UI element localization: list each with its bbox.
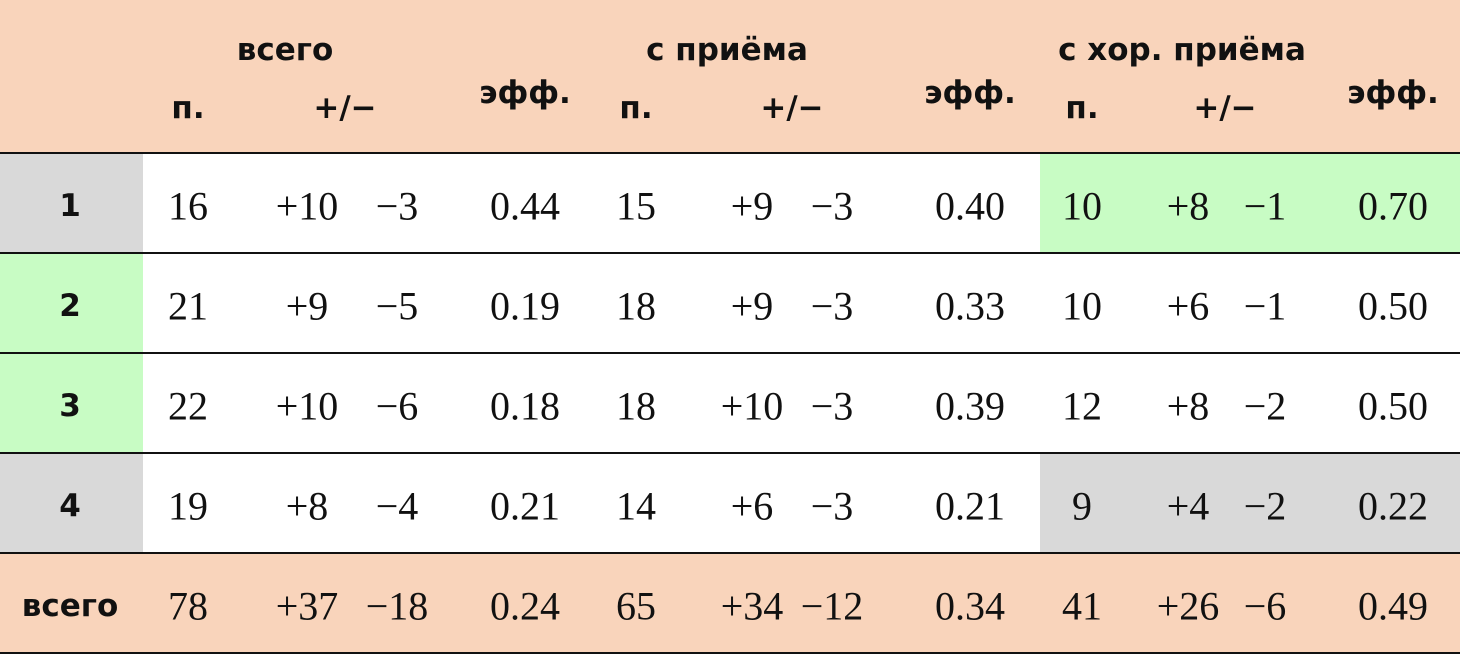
- minus: −6: [375, 383, 419, 429]
- plus: +9: [730, 283, 774, 329]
- count: 21: [168, 283, 208, 329]
- plus: +6: [1166, 283, 1210, 329]
- sub-header: эфф.: [479, 75, 571, 111]
- plus: +37: [275, 583, 339, 629]
- minus: −4: [375, 483, 419, 529]
- sub-header: п.: [1065, 90, 1099, 126]
- efficiency: 0.50: [1358, 283, 1428, 329]
- sub-header: эфф.: [924, 75, 1016, 111]
- rule: [0, 652, 1460, 654]
- minus: −2: [1243, 483, 1287, 529]
- rule: [0, 152, 1460, 154]
- count: 10: [1062, 283, 1102, 329]
- efficiency: 0.44: [490, 183, 560, 229]
- sub-header: +/−: [313, 90, 377, 126]
- efficiency: 0.22: [1358, 483, 1428, 529]
- count: 9: [1072, 483, 1092, 529]
- sub-header: +/−: [1193, 90, 1257, 126]
- minus: −3: [810, 483, 854, 529]
- rule: [0, 452, 1460, 454]
- efficiency: 0.24: [490, 583, 560, 629]
- sub-header: п.: [619, 90, 653, 126]
- group-header: с хор. приёма: [1058, 32, 1306, 68]
- minus: −2: [1243, 383, 1287, 429]
- count: 65: [616, 583, 656, 629]
- count: 10: [1062, 183, 1102, 229]
- minus: −3: [375, 183, 419, 229]
- minus: −1: [1243, 283, 1287, 329]
- count: 15: [616, 183, 656, 229]
- minus: −6: [1243, 583, 1287, 629]
- efficiency: 0.49: [1358, 583, 1428, 629]
- minus: −1: [1243, 183, 1287, 229]
- rule: [0, 252, 1460, 254]
- cell-bg: [1040, 453, 1460, 553]
- plus: +34: [720, 583, 784, 629]
- minus: −12: [800, 583, 864, 629]
- cell-bg: [1040, 153, 1460, 253]
- plus: +10: [275, 183, 339, 229]
- count: 14: [616, 483, 656, 529]
- plus: +8: [285, 483, 329, 529]
- minus: −3: [810, 383, 854, 429]
- row-label: 2: [59, 288, 81, 324]
- efficiency: 0.70: [1358, 183, 1428, 229]
- cell-bg: [0, 153, 143, 253]
- count: 22: [168, 383, 208, 429]
- efficiency: 0.39: [935, 383, 1005, 429]
- plus: +9: [730, 183, 774, 229]
- sub-header: п.: [171, 90, 205, 126]
- minus: −5: [375, 283, 419, 329]
- efficiency: 0.19: [490, 283, 560, 329]
- count: 78: [168, 583, 208, 629]
- plus: +4: [1166, 483, 1210, 529]
- total-band: [0, 553, 1460, 654]
- efficiency: 0.21: [935, 483, 1005, 529]
- row-label: 1: [59, 188, 81, 224]
- minus: −3: [810, 183, 854, 229]
- efficiency: 0.40: [935, 183, 1005, 229]
- minus: −18: [365, 583, 429, 629]
- group-header: всего: [236, 32, 334, 68]
- count: 41: [1062, 583, 1102, 629]
- count: 16: [168, 183, 208, 229]
- row-label: всего: [21, 588, 119, 624]
- minus: −3: [810, 283, 854, 329]
- cell-bg: [0, 253, 143, 353]
- header-band: [0, 0, 1460, 153]
- count: 19: [168, 483, 208, 529]
- plus: +10: [275, 383, 339, 429]
- count: 18: [616, 383, 656, 429]
- row-label: 4: [59, 488, 81, 524]
- count: 12: [1062, 383, 1102, 429]
- plus: +8: [1166, 383, 1210, 429]
- efficiency: 0.34: [935, 583, 1005, 629]
- plus: +26: [1156, 583, 1220, 629]
- rule: [0, 352, 1460, 354]
- cell-bg: [0, 453, 143, 553]
- row-label: 3: [59, 388, 81, 424]
- rule: [0, 552, 1460, 554]
- efficiency: 0.18: [490, 383, 560, 429]
- efficiency: 0.21: [490, 483, 560, 529]
- plus: +6: [730, 483, 774, 529]
- plus: +8: [1166, 183, 1210, 229]
- sub-header: +/−: [760, 90, 824, 126]
- efficiency: 0.50: [1358, 383, 1428, 429]
- plus: +9: [285, 283, 329, 329]
- count: 18: [616, 283, 656, 329]
- sub-header: эфф.: [1347, 75, 1439, 111]
- cell-bg: [0, 353, 143, 453]
- efficiency: 0.33: [935, 283, 1005, 329]
- group-header: с приёма: [646, 32, 808, 68]
- plus: +10: [720, 383, 784, 429]
